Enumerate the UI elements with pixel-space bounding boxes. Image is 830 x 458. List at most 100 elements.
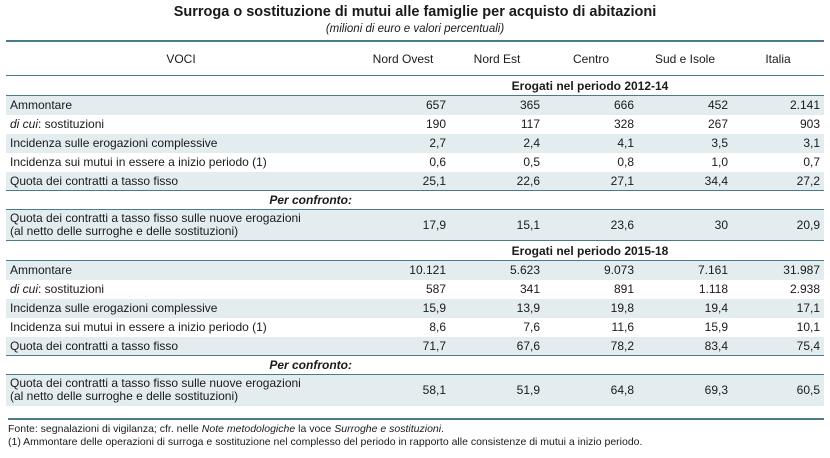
- cell-value: 15,9: [356, 298, 450, 318]
- cell-value: 1,0: [711, 155, 728, 169]
- row-label-line1: Quota dei contratti a tasso fisso sulle …: [10, 376, 301, 391]
- cell-value: 365: [450, 95, 544, 115]
- column-header-nord-ovest: Nord Ovest: [356, 40, 450, 76]
- cell-value: 891: [613, 282, 634, 296]
- table-row: Ammontare 657 365 666 452 2.141: [6, 95, 824, 115]
- cell-value: 3,1: [732, 133, 824, 153]
- cell-value: 19,4: [638, 298, 732, 318]
- cell-value: 78,2: [544, 336, 638, 356]
- cell-value: 587: [425, 282, 446, 296]
- row-label-line2: (al netto delle surroghe e delle sostitu…: [10, 389, 239, 404]
- cell-value: 267: [707, 117, 728, 131]
- cell-value: 8,6: [429, 320, 446, 334]
- cell-value: 58,1: [356, 374, 450, 406]
- row-label: Ammontare: [6, 260, 356, 280]
- data-table: VOCI Nord Ovest Nord Est Centro Sud e Is…: [6, 40, 824, 406]
- confronto-label: Per confronto:: [269, 193, 352, 207]
- cell-value: 25,1: [356, 171, 450, 191]
- column-header-sud-isole: Sud e Isole: [638, 40, 732, 76]
- table-row: Quota dei contratti a tasso fisso 71,7 6…: [6, 336, 824, 356]
- cell-value: 4,1: [544, 133, 638, 153]
- source-prefix: Fonte: segnalazioni di vigilanza; cfr. n…: [8, 423, 202, 435]
- cell-value: 2,4: [450, 133, 544, 153]
- cell-value: 666: [544, 95, 638, 115]
- cell-value: 69,3: [638, 374, 732, 406]
- row-label: Ammontare: [6, 95, 356, 115]
- table-row: Quota dei contratti a tasso fisso 25,1 2…: [6, 171, 824, 191]
- cell-value: 31.987: [732, 260, 824, 280]
- source-suffix: .: [441, 423, 445, 435]
- cell-value: 7.161: [638, 260, 732, 280]
- table-row: di cui: sostituzioni 587 341 891 1.118 2…: [6, 280, 824, 299]
- cell-value: 328: [613, 117, 634, 131]
- period-heading-row: Erogati nel periodo 2015-18: [6, 241, 824, 261]
- row-label: Quota dei contratti a tasso fisso sulle …: [6, 209, 356, 241]
- cell-value: 2,7: [356, 133, 450, 153]
- table-row: Ammontare 10.121 5.623 9.073 7.161 31.98…: [6, 260, 824, 280]
- confronto-row: Per confronto:: [6, 356, 824, 375]
- footnotes: Fonte: segnalazioni di vigilanza; cfr. n…: [8, 418, 824, 449]
- table-row: Quota dei contratti a tasso fisso sulle …: [6, 374, 824, 406]
- cell-value: 64,8: [544, 374, 638, 406]
- row-label-line2: (al netto delle surroghe e delle sostitu…: [10, 224, 239, 238]
- cell-value: 13,9: [450, 298, 544, 318]
- column-header-centro: Centro: [544, 40, 638, 76]
- cell-value: 15,9: [704, 320, 728, 334]
- row-label-italic: di cui: [10, 117, 39, 131]
- column-header-voci: VOCI: [6, 40, 356, 76]
- row-label-rest: : sostituzioni: [38, 117, 105, 131]
- table-row: di cui: sostituzioni 190 117 328 267 903: [6, 115, 824, 134]
- header-row: VOCI Nord Ovest Nord Est Centro Sud e Is…: [6, 40, 824, 76]
- cell-value: 0,8: [617, 155, 634, 169]
- cell-value: 27,2: [732, 171, 824, 191]
- cell-value: 3,5: [638, 133, 732, 153]
- cell-value: 117: [520, 117, 540, 131]
- row-label: di cui: sostituzioni: [6, 115, 356, 134]
- cell-value: 2.938: [789, 282, 820, 296]
- row-label: Incidenza sulle erogazioni complessive: [6, 133, 356, 153]
- cell-value: 452: [638, 95, 732, 115]
- cell-value: 22,6: [450, 171, 544, 191]
- row-label: Incidenza sulle erogazioni complessive: [6, 298, 356, 318]
- cell-value: 10,1: [796, 320, 820, 334]
- cell-value: 75,4: [732, 336, 824, 356]
- table-row: Incidenza sui mutui in essere a inizio p…: [6, 318, 824, 337]
- cell-value: 0,7: [803, 155, 820, 169]
- cell-value: 9.073: [544, 260, 638, 280]
- cell-value: 0,5: [523, 155, 540, 169]
- cell-value: 2.141: [732, 95, 824, 115]
- cell-value: 657: [356, 95, 450, 115]
- cell-value: 190: [425, 117, 446, 131]
- source-note: Fonte: segnalazioni di vigilanza; cfr. n…: [8, 423, 824, 436]
- cell-value: 20,9: [732, 209, 824, 241]
- cell-value: 15,1: [450, 209, 544, 241]
- footnote-1: (1) Ammontare delle operazioni di surrog…: [8, 436, 643, 448]
- cell-value: 17,1: [732, 298, 824, 318]
- cell-value: 11,6: [611, 320, 634, 334]
- table-row: Incidenza sui mutui in essere a inizio p…: [6, 153, 824, 172]
- cell-value: 30: [638, 209, 732, 241]
- column-header-nord-est: Nord Est: [450, 40, 544, 76]
- table-row: Quota dei contratti a tasso fisso sulle …: [6, 209, 824, 241]
- cell-value: 0,6: [429, 155, 446, 169]
- period-heading-row: Erogati nel periodo 2012-14: [6, 76, 824, 96]
- cell-value: 60,5: [732, 374, 824, 406]
- cell-value: 51,9: [450, 374, 544, 406]
- confronto-row: Per confronto:: [6, 191, 824, 210]
- cell-value: 34,4: [638, 171, 732, 191]
- cell-value: 27,1: [544, 171, 638, 191]
- cell-value: 67,6: [450, 336, 544, 356]
- cell-value: 19,8: [544, 298, 638, 318]
- table-row: Incidenza sulle erogazioni complessive 2…: [6, 133, 824, 153]
- period-heading: Erogati nel periodo 2015-18: [511, 243, 669, 258]
- row-label: Quota dei contratti a tasso fisso: [6, 336, 356, 356]
- cell-value: 903: [799, 117, 820, 131]
- row-label-line1: Quota dei contratti a tasso fisso sulle …: [10, 211, 301, 225]
- row-label: Quota dei contratti a tasso fisso: [6, 171, 356, 191]
- table-row: Incidenza sulle erogazioni complessive 1…: [6, 298, 824, 318]
- column-header-italia: Italia: [732, 40, 824, 76]
- cell-value: 5.623: [450, 260, 544, 280]
- cell-value: 23,6: [544, 209, 638, 241]
- cell-value: 341: [519, 282, 540, 296]
